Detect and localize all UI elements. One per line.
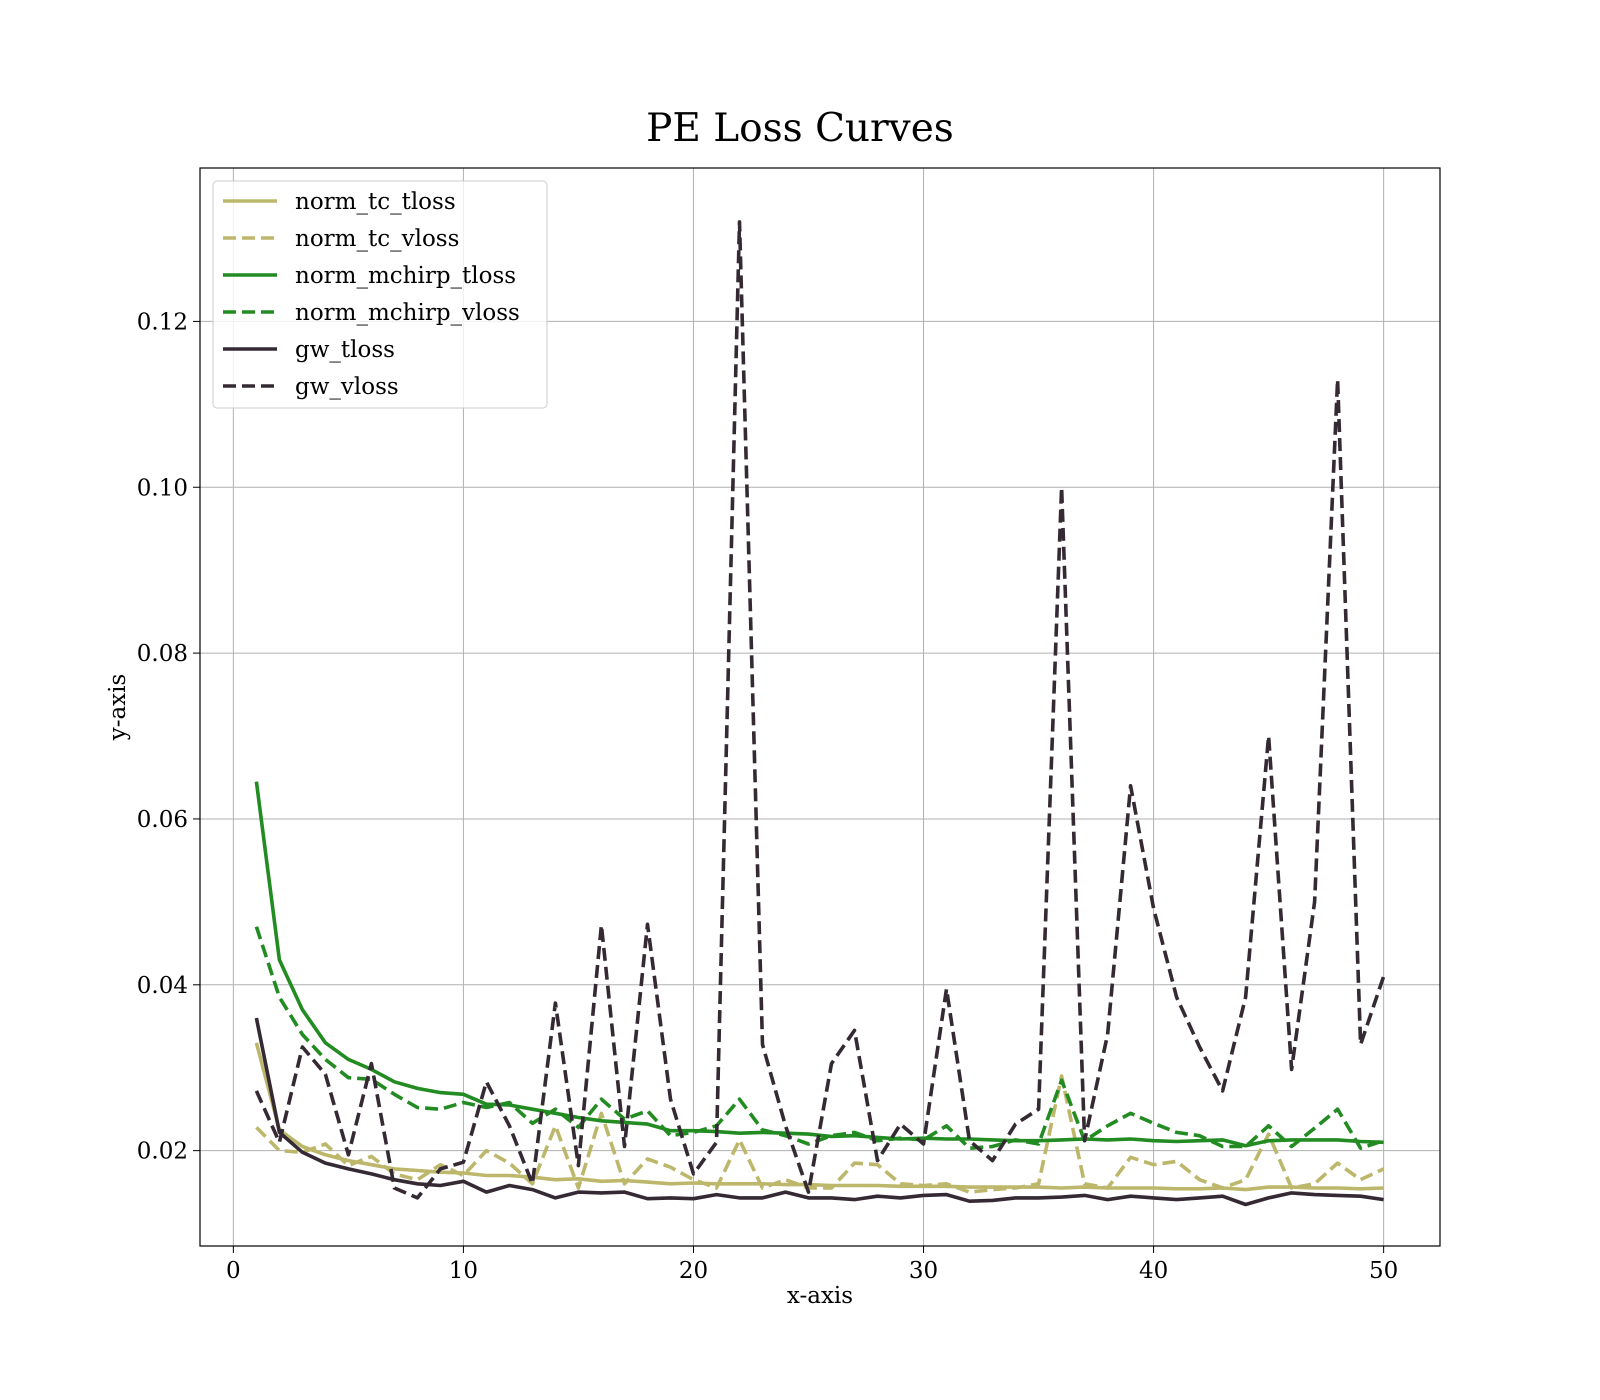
x-tick-label: 40	[1139, 1258, 1168, 1284]
series-lines	[254, 220, 1386, 1207]
y-tick-label: 0.02	[137, 1139, 188, 1165]
y-tick-label: 0.10	[137, 475, 188, 501]
legend-label: gw_tloss	[295, 337, 395, 363]
y-tick-label: 0.12	[137, 309, 188, 335]
legend-label: gw_vloss	[295, 374, 399, 400]
legend-label: norm_tc_tloss	[295, 189, 456, 215]
legend: norm_tc_tloss norm_tc_vloss norm_mchirp_tl…	[212, 180, 548, 409]
legend-label: norm_mchirp_tloss	[295, 263, 516, 289]
x-tick-label: 0	[226, 1258, 241, 1284]
legend-label: norm_mchirp_vloss	[295, 300, 520, 326]
y-tick-label: 0.06	[137, 807, 188, 833]
y-axis-label: y-axis	[105, 674, 131, 742]
x-tick-label: 20	[679, 1258, 708, 1284]
x-axis-label: x-axis	[787, 1283, 853, 1309]
legend-label: norm_tc_vloss	[295, 226, 459, 252]
series-line-norm-mchirp-vloss	[254, 926, 1385, 1150]
series-line-gw-tloss	[254, 1017, 1384, 1207]
series-line-norm-tc-tloss	[254, 1042, 1384, 1192]
x-tick-label: 30	[909, 1258, 938, 1284]
x-tick-label: 50	[1369, 1258, 1398, 1284]
axis-ticks: 0 10 20 30 40 50 0.02 0.04 0.06 0.08 0.10 0.12	[137, 309, 1398, 1284]
x-tick-label: 10	[449, 1258, 478, 1284]
chart-title: PE Loss Curves	[646, 106, 954, 151]
series-line-gw-vloss	[254, 220, 1386, 1200]
y-tick-label: 0.04	[137, 973, 188, 999]
series-line-norm-mchirp-tloss	[254, 781, 1384, 1148]
plot-frame	[199, 167, 1441, 1247]
y-tick-label: 0.08	[137, 641, 188, 667]
legend-box	[212, 180, 548, 409]
